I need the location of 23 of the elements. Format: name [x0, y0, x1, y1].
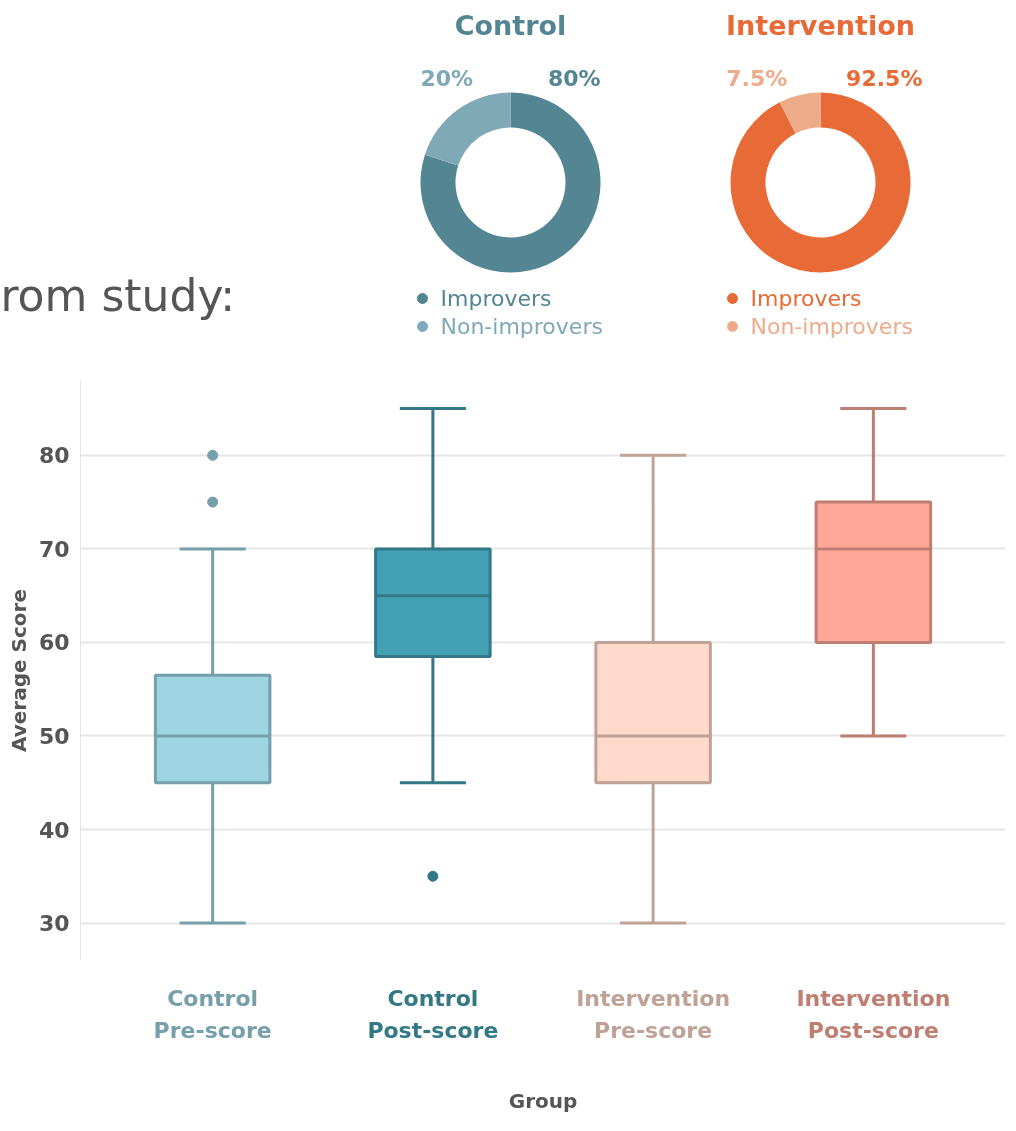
text: rom study: — [0, 270, 236, 321]
legend-label: Improvers — [750, 286, 862, 311]
chart-title: Intervention — [726, 10, 915, 41]
x-tick-label: Control Pre-score — [153, 985, 272, 1043]
x-tick-label: Intervention Pre-score — [576, 985, 731, 1043]
legend-label: Non-improvers — [750, 314, 913, 339]
x-tick-label: Control Post-score — [367, 985, 499, 1043]
data-label: 20% — [420, 65, 474, 91]
x-axis-title: Group — [508, 1088, 578, 1113]
data-label: 92.5% — [846, 65, 923, 91]
y-tick-label: 30 — [38, 911, 70, 937]
legend-label: Improvers — [440, 286, 552, 311]
y-tick-label: 70 — [38, 536, 70, 562]
chart-title: Control — [454, 10, 567, 41]
data-label: 7.5% — [726, 65, 788, 91]
x-tick-label: Intervention Post-score — [796, 985, 951, 1043]
legend-label: Non-improvers — [440, 314, 603, 339]
data-label: 80% — [547, 65, 601, 91]
y-tick-label: 50 — [38, 723, 70, 749]
y-tick-label: 60 — [38, 630, 70, 656]
y-tick-label: 40 — [38, 817, 70, 843]
y-tick-label: 80 — [38, 443, 70, 469]
y-axis-title: Average Score — [6, 589, 31, 752]
